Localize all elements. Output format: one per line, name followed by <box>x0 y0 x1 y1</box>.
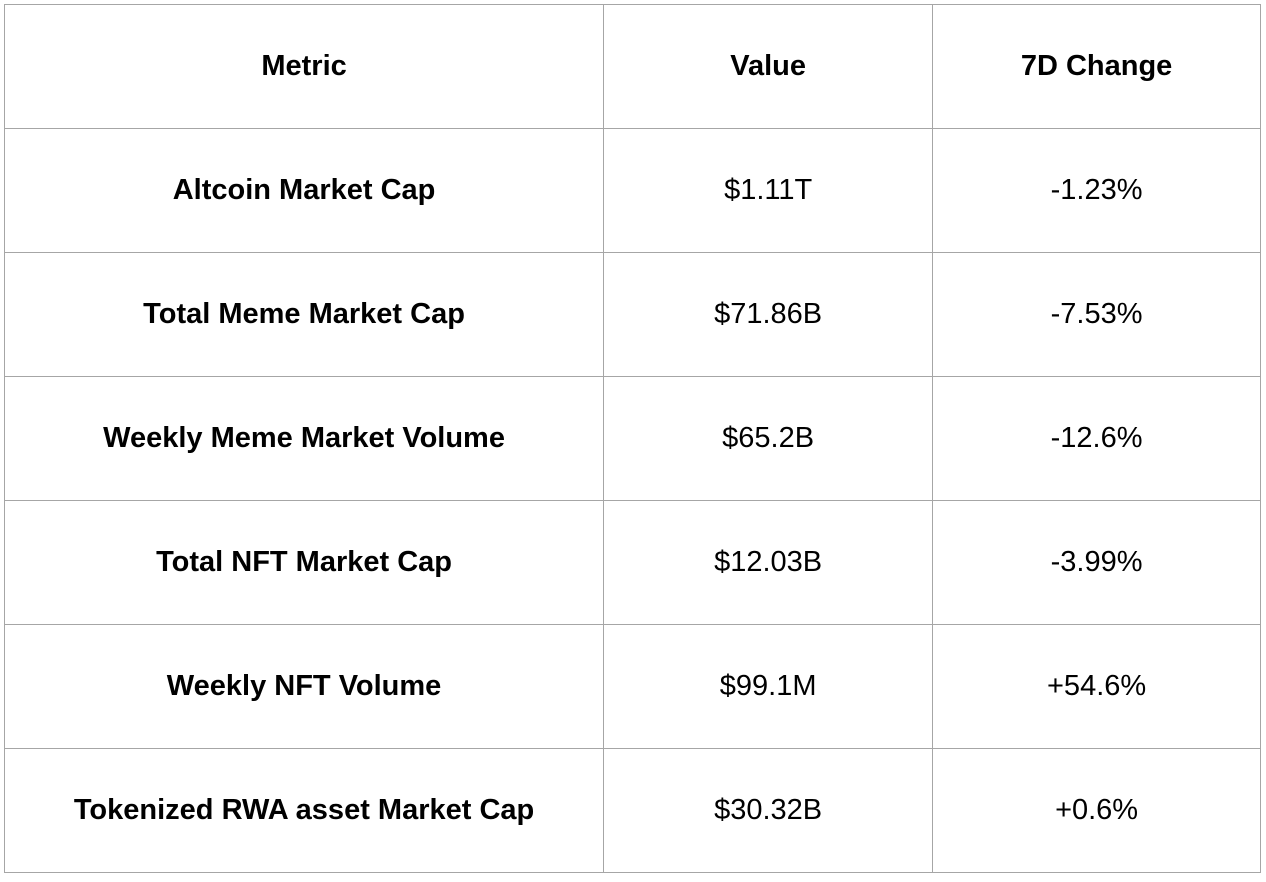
metric-cell: Total NFT Market Cap <box>3 500 605 625</box>
table-row: Tokenized RWA asset Market Cap $30.32B +… <box>3 748 1261 873</box>
change-cell: -12.6% <box>932 376 1261 501</box>
value-cell: $99.1M <box>603 624 934 749</box>
column-header-7d-change: 7D Change <box>932 4 1261 129</box>
metric-cell: Altcoin Market Cap <box>3 128 605 253</box>
value-cell: $71.86B <box>603 252 934 377</box>
change-cell: -1.23% <box>932 128 1261 253</box>
value-cell: $65.2B <box>603 376 934 501</box>
change-cell: +0.6% <box>932 748 1261 873</box>
metric-cell: Weekly Meme Market Volume <box>3 376 605 501</box>
table-row: Weekly Meme Market Volume $65.2B -12.6% <box>3 376 1261 501</box>
header-row: Metric Value 7D Change <box>3 4 1261 129</box>
metric-cell: Weekly NFT Volume <box>3 624 605 749</box>
value-cell: $12.03B <box>603 500 934 625</box>
column-header-value: Value <box>603 4 934 129</box>
metric-cell: Total Meme Market Cap <box>3 252 605 377</box>
value-cell: $1.11T <box>603 128 934 253</box>
table-row: Weekly NFT Volume $99.1M +54.6% <box>3 624 1261 749</box>
change-cell: -7.53% <box>932 252 1261 377</box>
table-row: Altcoin Market Cap $1.11T -1.23% <box>3 128 1261 253</box>
value-cell: $30.32B <box>603 748 934 873</box>
market-metrics-table: Metric Value 7D Change Altcoin Market Ca… <box>3 4 1261 873</box>
metric-cell: Tokenized RWA asset Market Cap <box>3 748 605 873</box>
change-cell: +54.6% <box>932 624 1261 749</box>
column-header-metric: Metric <box>3 4 605 129</box>
change-cell: -3.99% <box>932 500 1261 625</box>
table-row: Total Meme Market Cap $71.86B -7.53% <box>3 252 1261 377</box>
table-row: Total NFT Market Cap $12.03B -3.99% <box>3 500 1261 625</box>
table-body: Altcoin Market Cap $1.11T -1.23% Total M… <box>3 128 1261 873</box>
